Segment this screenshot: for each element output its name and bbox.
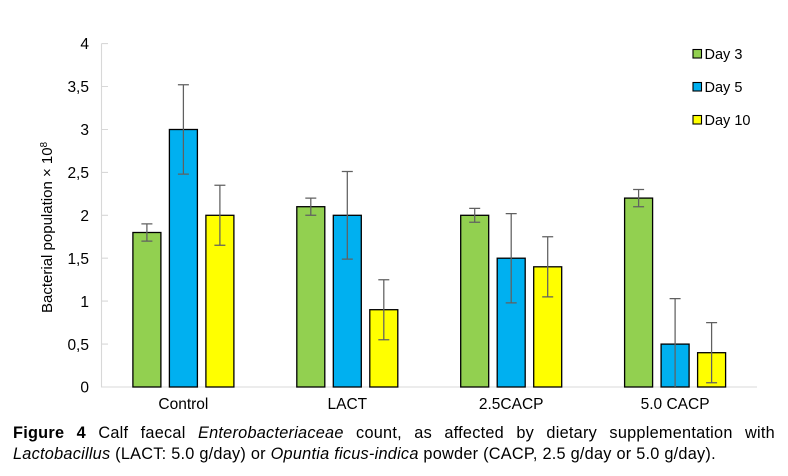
svg-text:4: 4 bbox=[80, 36, 89, 53]
svg-text:3: 3 bbox=[80, 122, 89, 139]
svg-text:Bacterial population × 108: Bacterial population × 108 bbox=[39, 142, 56, 313]
svg-text:1,5: 1,5 bbox=[67, 251, 89, 268]
svg-text:0,5: 0,5 bbox=[67, 337, 89, 354]
svg-text:Day 3: Day 3 bbox=[705, 47, 743, 63]
svg-text:0: 0 bbox=[80, 380, 89, 397]
svg-text:3,5: 3,5 bbox=[67, 79, 89, 96]
svg-text:2,5: 2,5 bbox=[67, 165, 89, 182]
svg-text:Control: Control bbox=[158, 396, 208, 413]
svg-text:LACT: LACT bbox=[327, 396, 367, 413]
svg-text:Day 5: Day 5 bbox=[705, 80, 743, 96]
svg-text:5.0 CACP: 5.0 CACP bbox=[641, 396, 710, 413]
svg-text:2.5CACP: 2.5CACP bbox=[479, 396, 544, 413]
svg-text:1: 1 bbox=[80, 294, 89, 311]
svg-text:Day 10: Day 10 bbox=[705, 113, 751, 129]
svg-text:2: 2 bbox=[80, 208, 89, 225]
